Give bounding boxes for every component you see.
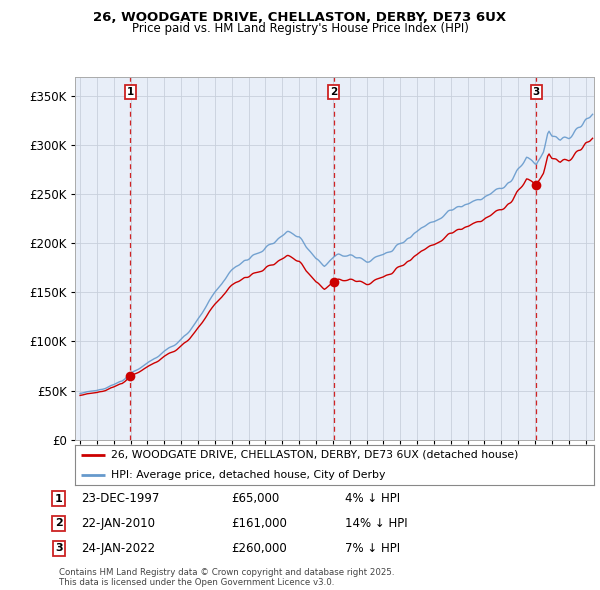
Text: 26, WOODGATE DRIVE, CHELLASTON, DERBY, DE73 6UX (detached house): 26, WOODGATE DRIVE, CHELLASTON, DERBY, D… <box>112 450 519 460</box>
Text: 23-DEC-1997: 23-DEC-1997 <box>81 492 160 505</box>
Text: 1: 1 <box>55 494 62 503</box>
Text: 2: 2 <box>55 519 62 528</box>
Text: 7% ↓ HPI: 7% ↓ HPI <box>345 542 400 555</box>
Text: £260,000: £260,000 <box>231 542 287 555</box>
Text: £161,000: £161,000 <box>231 517 287 530</box>
Text: 22-JAN-2010: 22-JAN-2010 <box>81 517 155 530</box>
Text: 26, WOODGATE DRIVE, CHELLASTON, DERBY, DE73 6UX: 26, WOODGATE DRIVE, CHELLASTON, DERBY, D… <box>94 11 506 24</box>
Text: Contains HM Land Registry data © Crown copyright and database right 2025.
This d: Contains HM Land Registry data © Crown c… <box>59 568 394 587</box>
Text: 24-JAN-2022: 24-JAN-2022 <box>81 542 155 555</box>
Text: 1: 1 <box>127 87 134 97</box>
Text: 3: 3 <box>533 87 540 97</box>
Text: 14% ↓ HPI: 14% ↓ HPI <box>345 517 407 530</box>
Text: Price paid vs. HM Land Registry's House Price Index (HPI): Price paid vs. HM Land Registry's House … <box>131 22 469 35</box>
Text: HPI: Average price, detached house, City of Derby: HPI: Average price, detached house, City… <box>112 470 386 480</box>
Text: 4% ↓ HPI: 4% ↓ HPI <box>345 492 400 505</box>
Text: £65,000: £65,000 <box>231 492 279 505</box>
Text: 3: 3 <box>55 543 62 553</box>
Text: 2: 2 <box>330 87 337 97</box>
